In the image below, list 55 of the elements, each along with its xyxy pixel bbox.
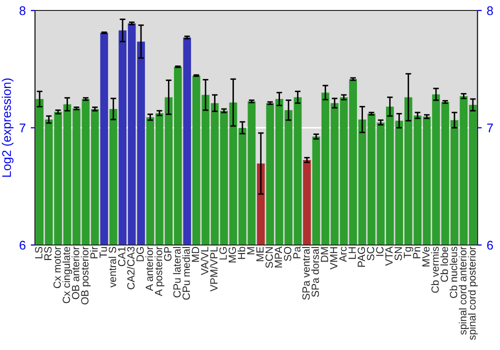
- x-tick-label: VMH: [330, 247, 338, 270]
- y-tick-label: 6: [20, 240, 26, 250]
- x-tick-label: VPM/VPL: [210, 246, 218, 292]
- x-tick-label: Cb lobe: [440, 246, 448, 282]
- x-tick-label: Cb nucleus: [450, 246, 458, 298]
- x-tick-label: Tu: [100, 247, 107, 258]
- x-tick-label: CPu lateral: [173, 247, 181, 298]
- y-axis-title: Log2 (expression): [2, 78, 14, 177]
- x-tick-label: spinal cord anterior: [458, 246, 469, 335]
- x-tick-label: IC: [376, 246, 384, 256]
- x-tick-label: OB posterior: [80, 246, 91, 304]
- x-tick-label: SO: [284, 246, 292, 261]
- x-tick-label: Tg: [404, 247, 414, 258]
- x-tick-label: Cb vermis: [431, 246, 439, 293]
- x-tick-label: CA2/CA3: [126, 246, 135, 290]
- y2-tick-label: 8: [487, 6, 493, 16]
- x-tick-label: MPA: [274, 246, 282, 268]
- x-tick-label: SCN: [266, 247, 273, 268]
- x-tick-label: ventral S: [108, 246, 116, 288]
- y-tick-label: 7: [20, 124, 26, 132]
- x-tick-label: MG: [228, 247, 236, 262]
- x-tick-label: VA/VL: [200, 246, 208, 276]
- x-tick-label: Hb: [238, 246, 246, 259]
- x-tick-label: M: [247, 247, 254, 254]
- x-tick-label: LS: [35, 246, 42, 258]
- x-tick-label: Pa: [293, 246, 301, 258]
- x-tick-label: SN: [394, 247, 402, 260]
- x-tick-label: A anterior: [145, 246, 154, 291]
- x-tick-label: spinal cord posterior: [468, 246, 478, 340]
- x-tick-label: VTA: [385, 246, 393, 266]
- x-tick-label: OB anterior: [72, 246, 80, 300]
- x-tick-label: Pn: [413, 247, 420, 258]
- x-tick-label: DM: [320, 247, 328, 262]
- x-tick-label: LG: [219, 247, 227, 260]
- x-tick-label: ME: [256, 246, 264, 262]
- x-tick-label: CA1: [118, 246, 126, 266]
- x-tick-label: MD: [192, 246, 200, 262]
- x-tick-label: Cx cingulate: [62, 246, 72, 304]
- x-tick-label: GP: [164, 246, 172, 261]
- x-tick-label: DG: [136, 247, 144, 262]
- x-tick-label: LH: [348, 247, 356, 259]
- x-tick-label: SC: [366, 246, 374, 260]
- x-tick-label: Cx motor: [53, 246, 61, 288]
- x-tick-label: MVe: [422, 246, 430, 266]
- x-tick-label: Pir: [90, 246, 98, 258]
- x-tick-label: SPa dorsal: [311, 247, 319, 297]
- x-tick-label: SPa ventral: [302, 247, 310, 300]
- y2-tick-label: 6: [487, 240, 493, 250]
- x-tick-label: PAG: [358, 247, 366, 267]
- y2-tick-label: 7: [487, 124, 493, 132]
- y-tick-label: 8: [20, 6, 26, 16]
- x-tick-label: Arc: [339, 246, 347, 262]
- x-tick-label: CPu medial: [182, 247, 190, 300]
- x-tick-label: RS: [44, 246, 52, 260]
- x-tick-label: A posterior: [154, 246, 164, 296]
